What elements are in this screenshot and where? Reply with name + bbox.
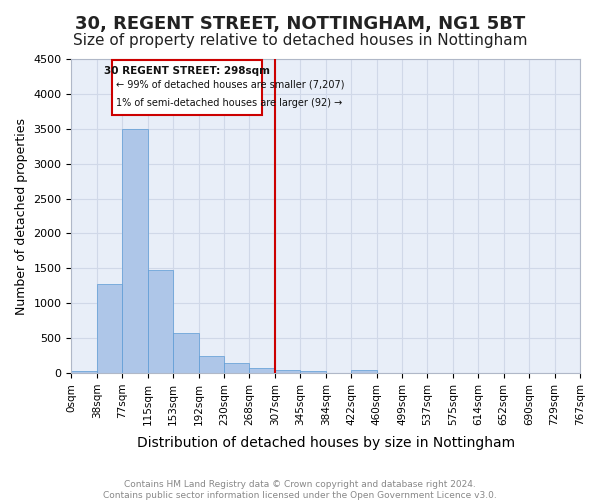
Text: Contains public sector information licensed under the Open Government Licence v3: Contains public sector information licen… [103, 491, 497, 500]
Text: 1% of semi-detached houses are larger (92) →: 1% of semi-detached houses are larger (9… [116, 98, 342, 108]
Bar [173, 332, 199, 373]
Bar [122, 129, 148, 373]
Bar [250, 368, 275, 373]
Text: Size of property relative to detached houses in Nottingham: Size of property relative to detached ho… [73, 32, 527, 48]
Bar [71, 371, 97, 373]
Bar [224, 364, 250, 373]
FancyBboxPatch shape [112, 60, 262, 115]
X-axis label: Distribution of detached houses by size in Nottingham: Distribution of detached houses by size … [137, 436, 515, 450]
Bar [199, 356, 224, 373]
Bar [275, 370, 300, 373]
Text: Contains HM Land Registry data © Crown copyright and database right 2024.: Contains HM Land Registry data © Crown c… [124, 480, 476, 489]
Bar [300, 371, 326, 373]
Bar [351, 370, 377, 373]
Y-axis label: Number of detached properties: Number of detached properties [15, 118, 28, 314]
Bar [97, 284, 122, 373]
Bar [148, 270, 173, 373]
Text: 30 REGENT STREET: 298sqm: 30 REGENT STREET: 298sqm [104, 66, 270, 76]
Text: 30, REGENT STREET, NOTTINGHAM, NG1 5BT: 30, REGENT STREET, NOTTINGHAM, NG1 5BT [75, 15, 525, 33]
Text: ← 99% of detached houses are smaller (7,207): ← 99% of detached houses are smaller (7,… [116, 80, 344, 90]
